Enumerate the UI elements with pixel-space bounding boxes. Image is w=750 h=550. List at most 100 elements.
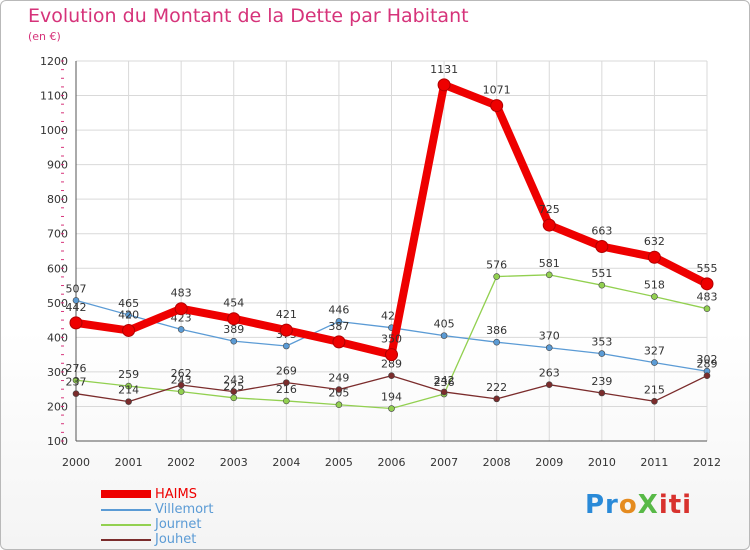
data-point-journet bbox=[177, 388, 185, 395]
data-label-jouhet: 249 bbox=[328, 372, 349, 385]
data-label-villemort: 302 bbox=[697, 353, 718, 366]
data-label-villemort: 389 bbox=[223, 323, 244, 336]
data-point-villemort bbox=[493, 338, 500, 346]
data-point-villemort bbox=[125, 311, 132, 319]
data-point-haims bbox=[279, 323, 293, 337]
data-point-haims bbox=[647, 250, 661, 264]
data-label-jouhet: 214 bbox=[118, 384, 139, 397]
data-point-haims bbox=[700, 277, 714, 291]
data-point-haims bbox=[385, 348, 398, 362]
data-point-jouhet bbox=[230, 388, 238, 395]
data-label-villemort: 465 bbox=[118, 297, 139, 310]
data-label-haims: 725 bbox=[539, 203, 560, 216]
legend-label-haims: HAIMS bbox=[155, 487, 197, 502]
y-tick-label: 200 bbox=[47, 400, 68, 413]
data-label-jouhet: 222 bbox=[486, 381, 507, 394]
legend-item-jouhet: Jouhet bbox=[101, 532, 301, 547]
data-point-haims bbox=[542, 218, 556, 232]
y-tick-label: 500 bbox=[47, 297, 68, 310]
data-point-haims bbox=[122, 323, 136, 337]
data-point-villemort bbox=[545, 344, 553, 352]
logo-part-1: Pr bbox=[585, 490, 619, 520]
data-label-journet: 551 bbox=[591, 267, 612, 280]
data-label-jouhet: 237 bbox=[66, 376, 87, 389]
data-label-jouhet: 239 bbox=[591, 375, 612, 388]
chart-subtitle: (en €) bbox=[28, 30, 61, 43]
x-tick-label: 2003 bbox=[220, 456, 248, 469]
data-label-jouhet: 262 bbox=[171, 367, 192, 380]
y-tick-label: 1000 bbox=[40, 124, 68, 137]
data-point-journet bbox=[283, 397, 290, 405]
x-tick-label: 2011 bbox=[640, 456, 668, 469]
y-tick-label: 400 bbox=[47, 331, 68, 344]
data-label-villemort: 507 bbox=[66, 282, 87, 295]
legend-swatch-jouhet bbox=[101, 539, 151, 541]
data-point-journet bbox=[335, 401, 343, 409]
data-label-journet: 518 bbox=[644, 279, 665, 292]
data-point-villemort bbox=[177, 326, 185, 333]
data-point-journet bbox=[388, 405, 395, 412]
x-tick-label: 2000 bbox=[62, 456, 90, 469]
data-point-journet bbox=[598, 281, 606, 289]
y-tick-label: 900 bbox=[47, 159, 68, 172]
x-tick-label: 2004 bbox=[272, 456, 300, 469]
y-tick-label: 700 bbox=[47, 228, 68, 241]
legend-label-villemort: Villemort bbox=[155, 502, 214, 517]
data-point-villemort bbox=[440, 332, 448, 339]
x-tick-label: 2010 bbox=[588, 456, 616, 469]
data-point-jouhet bbox=[388, 372, 395, 380]
data-point-haims bbox=[332, 335, 346, 349]
x-tick-label: 2001 bbox=[115, 456, 143, 469]
data-point-haims bbox=[227, 312, 241, 326]
data-label-villemort: 370 bbox=[539, 330, 560, 343]
y-tick-label: 1200 bbox=[40, 55, 68, 68]
data-label-journet: 576 bbox=[486, 259, 507, 272]
data-label-villemort: 386 bbox=[486, 324, 507, 337]
data-point-haims bbox=[490, 99, 504, 113]
legend-swatch-villemort bbox=[101, 509, 151, 511]
proxiti-logo: ProXiti bbox=[585, 490, 692, 520]
data-label-villemort: 405 bbox=[434, 318, 455, 331]
logo-part-3: X bbox=[637, 490, 659, 520]
data-label-journet: 581 bbox=[539, 257, 560, 270]
x-tick-label: 2009 bbox=[535, 456, 563, 469]
data-label-journet: 216 bbox=[276, 383, 297, 396]
data-label-haims: 350 bbox=[381, 333, 402, 346]
data-label-haims: 1131 bbox=[430, 63, 458, 76]
legend-item-villemort: Villemort bbox=[101, 502, 301, 517]
data-point-jouhet bbox=[283, 379, 290, 386]
data-label-haims: 1071 bbox=[483, 84, 511, 97]
data-label-haims: 421 bbox=[276, 308, 297, 321]
logo-part-4: iti bbox=[658, 490, 693, 520]
legend-item-journet: Journet bbox=[101, 517, 301, 532]
data-label-villemort: 353 bbox=[591, 336, 612, 349]
data-point-villemort bbox=[283, 342, 290, 350]
x-tick-label: 2005 bbox=[325, 456, 353, 469]
data-point-haims bbox=[174, 302, 188, 316]
y-tick-label: 100 bbox=[47, 435, 68, 448]
data-point-villemort bbox=[230, 337, 238, 345]
data-label-villemort: 446 bbox=[328, 303, 349, 316]
data-point-villemort bbox=[335, 318, 343, 325]
data-label-haims: 454 bbox=[223, 297, 244, 310]
data-label-haims: 420 bbox=[118, 308, 139, 321]
data-label-jouhet: 242 bbox=[434, 374, 455, 387]
y-tick-label: 300 bbox=[47, 366, 68, 379]
data-label-journet: 276 bbox=[66, 362, 87, 375]
legend-swatch-haims bbox=[101, 490, 151, 498]
data-point-jouhet bbox=[651, 397, 658, 405]
x-tick-label: 2002 bbox=[167, 456, 195, 469]
logo-part-2: o bbox=[618, 490, 638, 520]
data-point-jouhet bbox=[125, 398, 132, 405]
data-point-jouhet bbox=[598, 389, 606, 397]
data-point-jouhet bbox=[335, 386, 343, 393]
data-label-jouhet: 289 bbox=[697, 358, 718, 371]
data-point-journet bbox=[72, 376, 80, 384]
data-label-haims: 442 bbox=[66, 301, 87, 314]
data-point-jouhet bbox=[177, 381, 185, 389]
line-chart: 100 200 300 400 500 600 700 800 900 1000 1100 1200 2… bbox=[40, 55, 721, 469]
x-tick-label: 2008 bbox=[483, 456, 511, 469]
data-point-journet bbox=[651, 293, 658, 300]
x-tick-label: 2012 bbox=[693, 456, 721, 469]
